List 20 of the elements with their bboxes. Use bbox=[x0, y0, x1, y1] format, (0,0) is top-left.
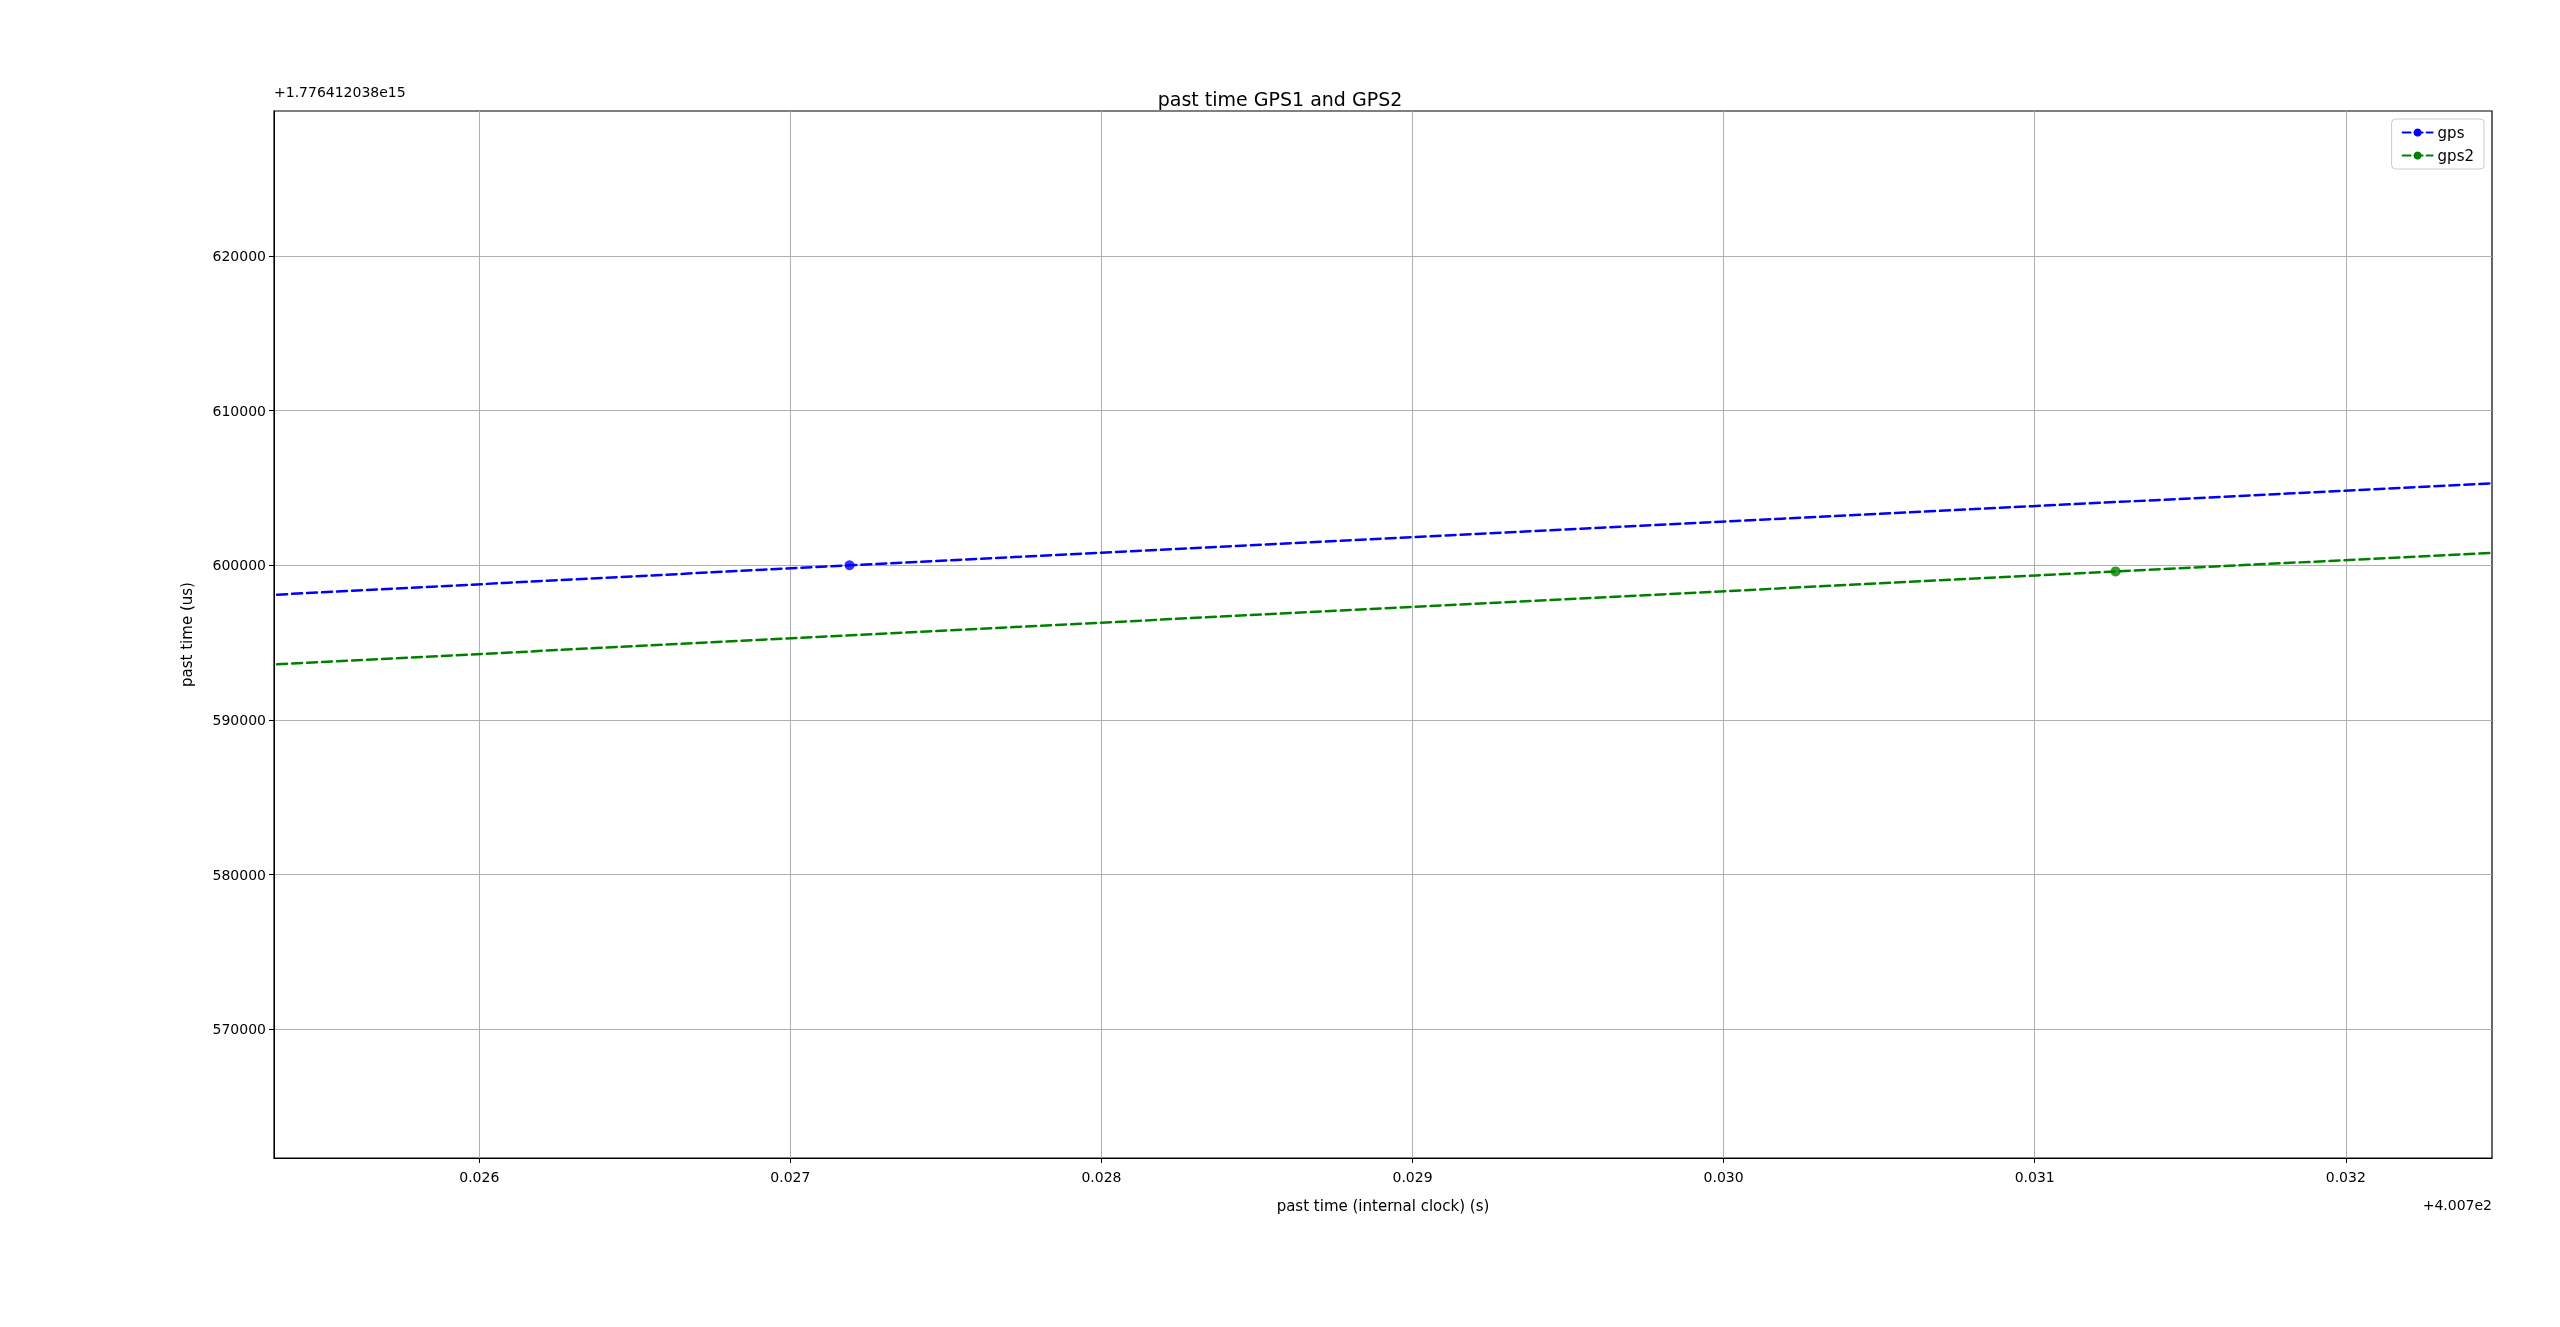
y-tick-label: 590000 bbox=[212, 711, 266, 728]
x-tick-label: 0.027 bbox=[770, 1169, 811, 1185]
chart-title: past time GPS1 and GPS2 bbox=[1157, 87, 1403, 110]
x-tick-label: 0.032 bbox=[2325, 1169, 2366, 1185]
x-axis-title: past time (internal clock) (s) bbox=[1276, 1196, 1490, 1215]
y-axis-title: past time (us) bbox=[177, 582, 196, 687]
text: +4.007e2 bbox=[2422, 1197, 2493, 1213]
y-tick-label: 620000 bbox=[212, 247, 266, 264]
x-tick-label: 0.029 bbox=[1392, 1169, 1433, 1185]
x-tick-label: 0.026 bbox=[459, 1169, 500, 1185]
x-tick-label: 0.030 bbox=[1703, 1169, 1744, 1185]
legend-label: gps2 bbox=[2437, 146, 2474, 165]
x-tick-label: 0.031 bbox=[2014, 1169, 2055, 1185]
text: +1.776412038e15 bbox=[274, 84, 406, 100]
x-tick-label: 0.028 bbox=[1081, 1169, 1122, 1185]
y-tick-label: 600000 bbox=[212, 557, 266, 574]
y-tick-label: 610000 bbox=[212, 402, 266, 419]
legend-label: gps bbox=[2437, 123, 2465, 142]
y-tick-label: 580000 bbox=[212, 866, 266, 883]
y-tick-label: 570000 bbox=[212, 1021, 266, 1038]
